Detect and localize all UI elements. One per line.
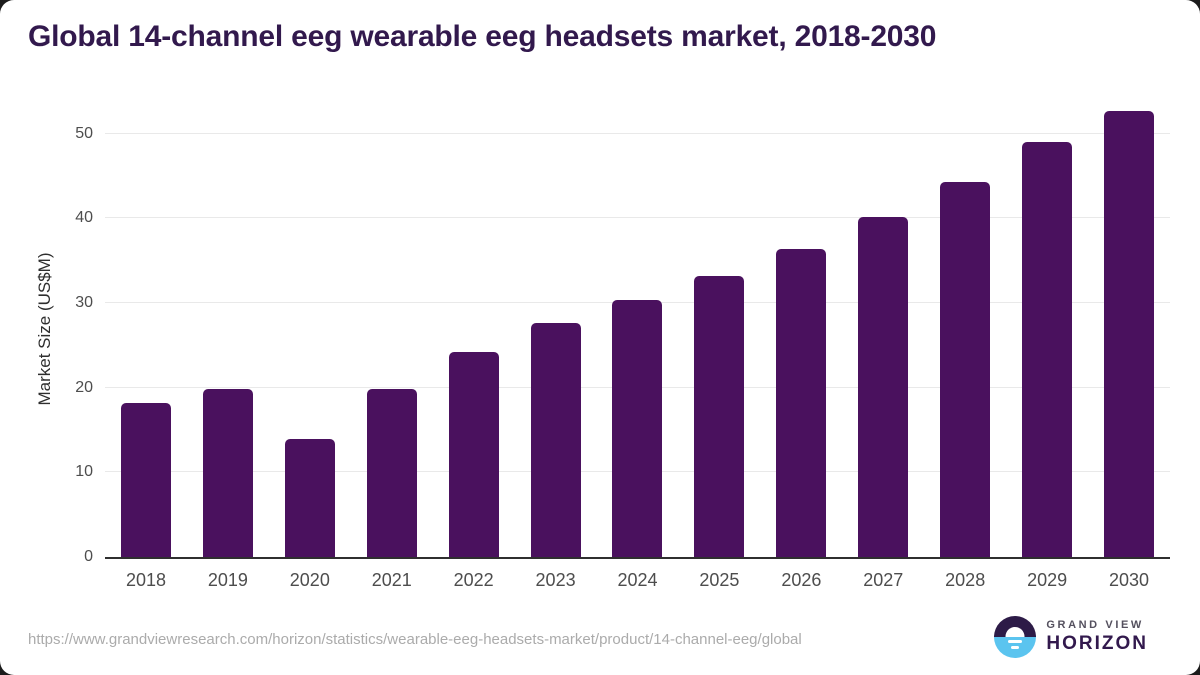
- y-tick-label-50: 50: [75, 124, 93, 142]
- x-tick-label-2022: 2022: [453, 570, 494, 590]
- bar-slot-2020: [269, 100, 351, 557]
- logo-brand-bottom: HORIZON: [1046, 633, 1148, 654]
- gridline-40: [105, 217, 1170, 219]
- x-tick-label-2025: 2025: [699, 570, 740, 590]
- bar-2030: [1104, 111, 1155, 557]
- x-tick-label-2018: 2018: [125, 570, 166, 590]
- x-tick-label-2030: 2030: [1109, 570, 1150, 590]
- x-tick-label-2027: 2027: [863, 570, 904, 590]
- x-tick-label-2023: 2023: [535, 570, 576, 590]
- x-tick-label-2028: 2028: [945, 570, 986, 590]
- y-tick-label-30: 30: [75, 294, 93, 312]
- bar-2024: [612, 299, 663, 557]
- bar-2027: [858, 216, 909, 557]
- bar-2029: [1022, 142, 1073, 557]
- bar-slot-2029: [1006, 100, 1088, 557]
- y-tick-label-0: 0: [84, 548, 93, 565]
- bar-2020: [284, 438, 335, 557]
- gridline-50: [105, 132, 1170, 134]
- bar-slot-2025: [678, 100, 760, 557]
- plot-area: Market Size (US$M) 0 10 20 30 40 50: [35, 100, 1170, 565]
- bar-2023: [530, 323, 581, 557]
- bar-2019: [202, 388, 253, 557]
- bar-slot-2030: [1088, 100, 1170, 557]
- logo-sun-shape: [1005, 627, 1025, 637]
- bar-slot-2027: [842, 100, 924, 557]
- brand-logo: GRAND VIEW HORIZON: [994, 616, 1148, 658]
- source-url: https://www.grandviewresearch.com/horizo…: [28, 631, 802, 648]
- bar-slot-2023: [515, 100, 597, 557]
- y-tick-label-40: 40: [75, 209, 93, 227]
- y-tick-label-10: 10: [75, 463, 93, 481]
- logo-reflection-line-1: [1008, 640, 1023, 643]
- x-tick-label-2019: 2019: [207, 570, 248, 590]
- bar-2022: [448, 352, 499, 557]
- bar-slot-2026: [760, 100, 842, 557]
- x-tick-labels: 2018 2019 2020 2021 2022 2023 2024 2025 2026 2027…: [105, 570, 1170, 591]
- bar-2026: [776, 248, 827, 557]
- bar-2025: [694, 276, 745, 557]
- bars-container: [105, 100, 1170, 557]
- bar-slot-2018: [105, 100, 187, 557]
- x-tick-label-2024: 2024: [617, 570, 658, 590]
- chart-title: Global 14-channel eeg wearable eeg heads…: [28, 20, 937, 53]
- bar-slot-2021: [351, 100, 433, 557]
- horizon-logo-icon: [994, 616, 1037, 658]
- x-tick-label-2029: 2029: [1027, 570, 1068, 590]
- bar-slot-2019: [187, 100, 269, 557]
- bar-slot-2022: [433, 100, 515, 557]
- y-axis-title: Market Size (US$M): [35, 251, 54, 406]
- bar-2028: [940, 182, 991, 557]
- x-tick-label-2020: 2020: [289, 570, 330, 590]
- bar-slot-2024: [597, 100, 679, 557]
- logo-brand-top: GRAND VIEW: [1046, 619, 1144, 631]
- x-tick-label-2021: 2021: [371, 570, 412, 590]
- x-tick-label-2026: 2026: [781, 570, 822, 590]
- bar-2021: [366, 388, 417, 557]
- logo-text: GRAND VIEW HORIZON: [1046, 619, 1148, 655]
- logo-reflection-line-2: [1011, 646, 1020, 649]
- bar-slot-2028: [924, 100, 1006, 557]
- y-tick-label-20: 20: [75, 378, 93, 396]
- bar-2018: [120, 402, 171, 557]
